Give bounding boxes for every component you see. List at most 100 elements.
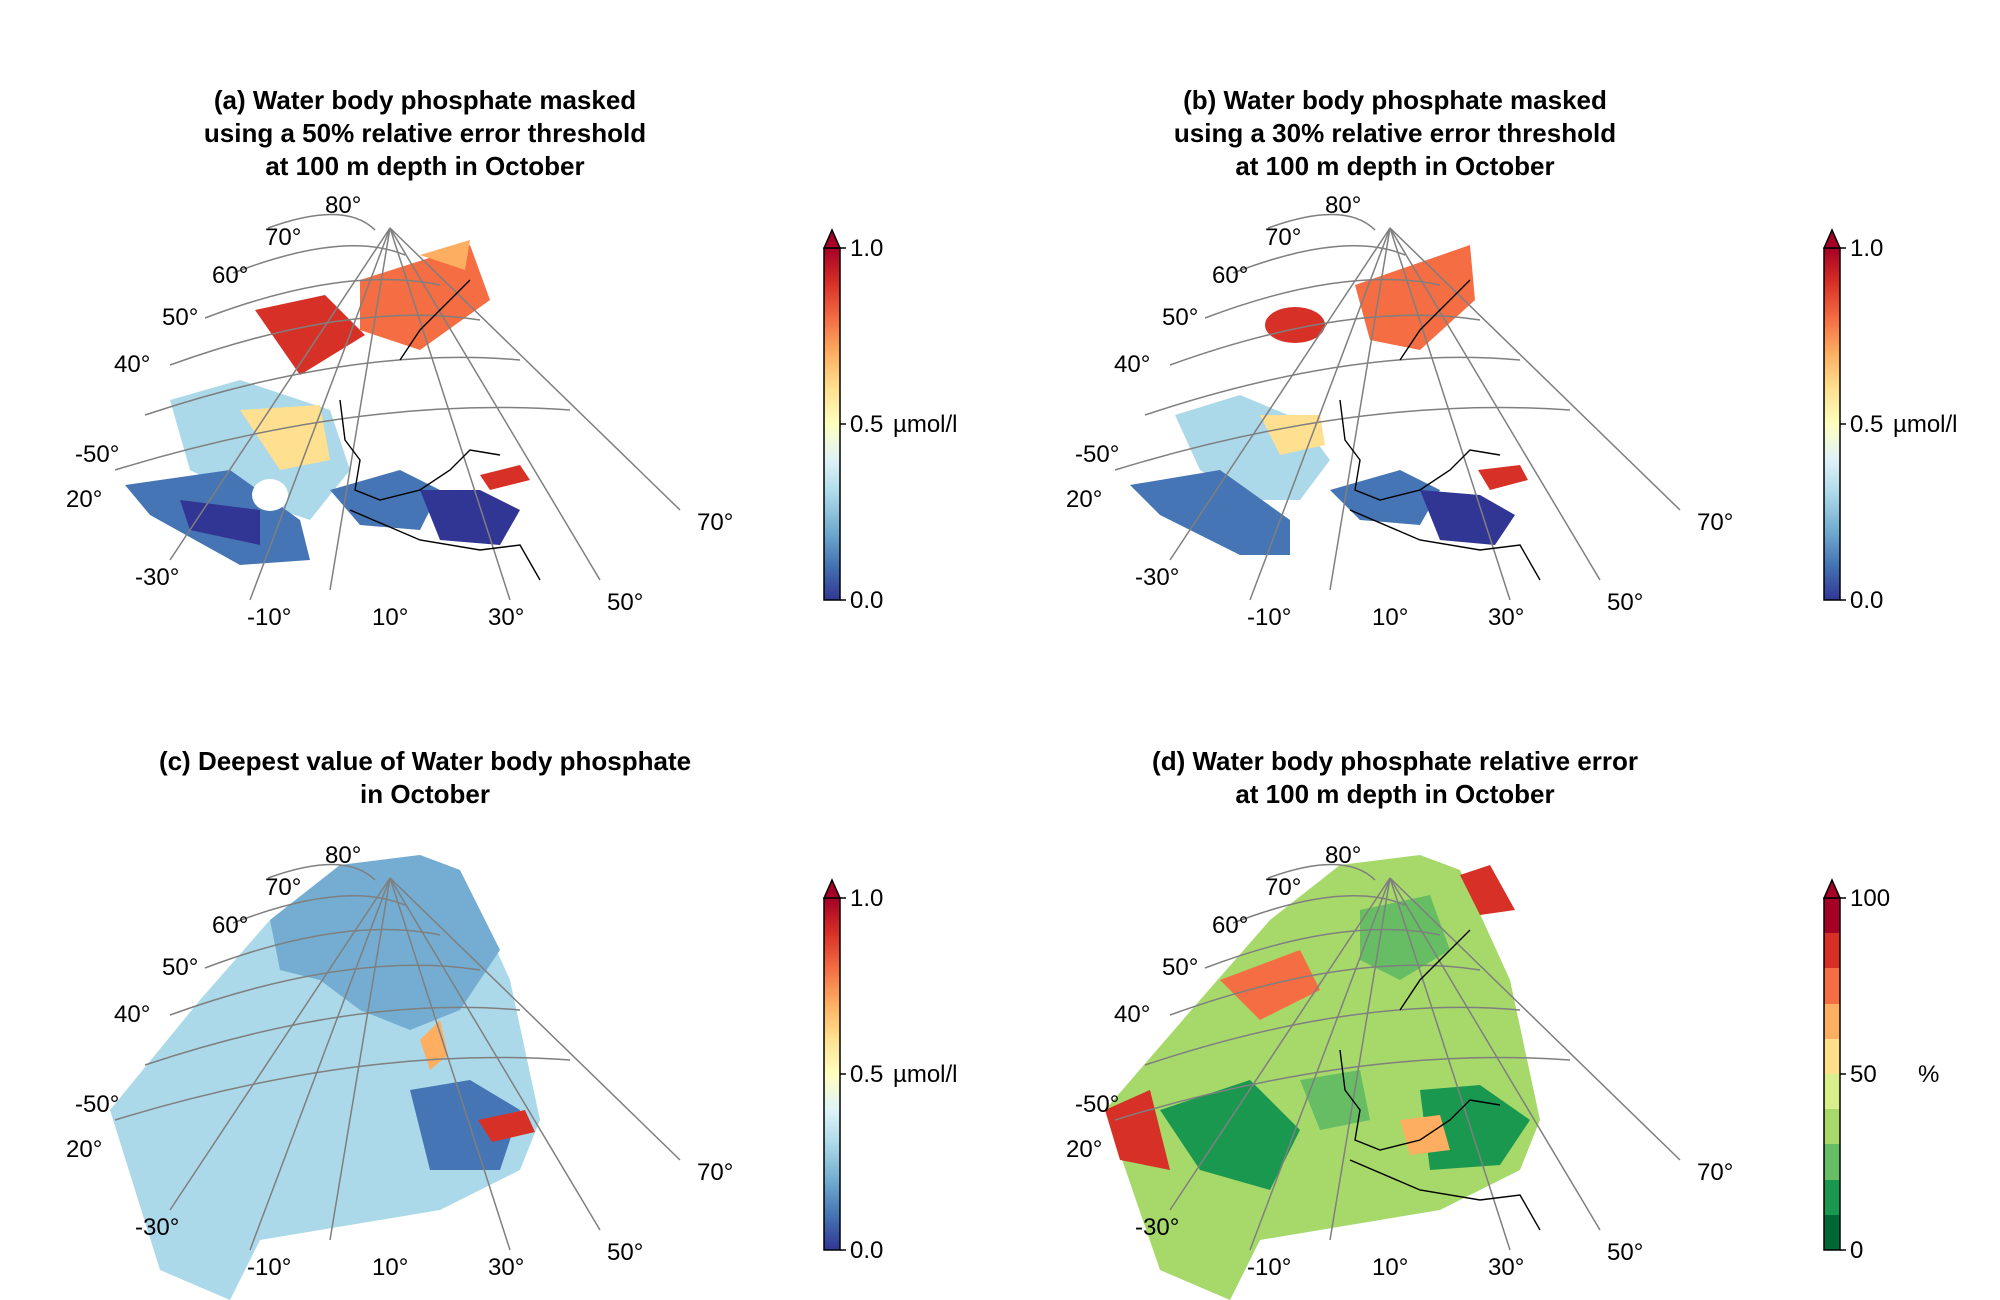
- graticule: [1114, 213, 1681, 601]
- lon-label: -50°: [75, 441, 119, 468]
- lon-label: -50°: [1075, 441, 1119, 468]
- lat-labels: 80° 70° 60° 50° 40° 20°: [1066, 192, 1361, 513]
- lon-label: 30°: [1488, 1254, 1524, 1281]
- title-line: (c) Deepest value of Water body phosphat…: [158, 746, 692, 776]
- lon-label: 30°: [1488, 604, 1524, 631]
- colorbar-bin: [1824, 933, 1840, 968]
- colorbar-bin: [1824, 1215, 1840, 1250]
- colorbar-mid-label: 0.5: [850, 1061, 883, 1088]
- colorbar-extend-arrow: [1822, 878, 1842, 899]
- lon-label: -30°: [135, 564, 179, 591]
- lat-label: 60°: [212, 912, 248, 939]
- panel-title: (d) Water body phosphate relative error …: [1070, 745, 1720, 811]
- lon-label: 10°: [372, 604, 408, 631]
- colorbar-bin: [1824, 1180, 1840, 1215]
- title-line: in October: [359, 779, 490, 809]
- lon-label: -10°: [1247, 1254, 1291, 1281]
- colorbar-mid-label: 0.5: [1850, 411, 1883, 438]
- colorbar-ramp: [823, 247, 841, 601]
- lat-label: 70°: [265, 874, 301, 901]
- title-line: (d) Water body phosphate relative error: [1152, 746, 1638, 776]
- map-figure: 80° 70° 60° 50° 40° 20° -50° -30° -10° 1…: [1066, 842, 1939, 1300]
- colorbar-unit: %: [1918, 1061, 1939, 1088]
- lon-label: 70°: [697, 509, 733, 536]
- graticule: [114, 213, 681, 601]
- colorbar-bin: [1824, 1004, 1840, 1039]
- colorbar-unit: µmol/l: [893, 411, 958, 438]
- lat-label: 50°: [1162, 304, 1198, 331]
- colorbar-unit: µmol/l: [1893, 411, 1958, 438]
- colorbar-min-label: 0.0: [850, 1237, 883, 1264]
- map-data-field: [125, 240, 530, 565]
- lon-label: 10°: [1372, 1254, 1408, 1281]
- lat-label: 60°: [212, 262, 248, 289]
- lon-label: 50°: [607, 589, 643, 616]
- title-line: at 100 m depth in October: [265, 151, 585, 181]
- lon-label: 70°: [1697, 509, 1733, 536]
- lat-label: 50°: [1162, 954, 1198, 981]
- colorbar: 100 50 0 %: [1822, 878, 1939, 1264]
- map-figure: 80° 70° 60° 50° 40° 20° -50° -30° -10° 1…: [1066, 192, 1958, 631]
- lat-label: 80°: [1325, 842, 1361, 869]
- colorbar-bin: [1824, 1039, 1840, 1074]
- title-line: using a 30% relative error threshold: [1173, 118, 1617, 148]
- coastlines: [1339, 279, 1541, 581]
- colorbar-max-label: 1.0: [1850, 235, 1883, 262]
- lat-label: 20°: [66, 1136, 102, 1163]
- colorbar-max-label: 1.0: [850, 885, 883, 912]
- colorbar-mid-label: 50: [1850, 1061, 1877, 1088]
- lat-label: 70°: [1265, 224, 1301, 251]
- colorbar-extend-arrow: [822, 228, 842, 249]
- colorbar-extend-arrow: [822, 878, 842, 899]
- lat-label: 70°: [265, 224, 301, 251]
- lon-label: 10°: [1372, 604, 1408, 631]
- lat-label: 70°: [1265, 874, 1301, 901]
- lat-label: 20°: [1066, 486, 1102, 513]
- colorbar-ramp: [823, 897, 841, 1251]
- coastlines: [1339, 929, 1541, 1231]
- lat-label: 80°: [325, 842, 361, 869]
- colorbar-min-label: 0.0: [850, 587, 883, 614]
- colorbar-mid-label: 0.5: [850, 411, 883, 438]
- lon-labels: -50° -30° -10° 10° 30° 50° 70°: [75, 441, 733, 631]
- map-figure: 80° 70° 60° 50° 40° 20° -50° -30° -10° 1…: [66, 842, 958, 1300]
- lon-label: 70°: [697, 1159, 733, 1186]
- lat-label: 20°: [1066, 1136, 1102, 1163]
- lat-label: 80°: [1325, 192, 1361, 219]
- lon-label: 50°: [607, 1239, 643, 1266]
- lon-label: -30°: [1135, 564, 1179, 591]
- colorbar-max-label: 1.0: [850, 235, 883, 262]
- lat-label: 20°: [66, 486, 102, 513]
- lat-label: 40°: [1114, 1001, 1150, 1028]
- colorbar-min-label: 0.0: [1850, 587, 1883, 614]
- panel-d: (d) Water body phosphate relative error …: [1000, 650, 2000, 1300]
- lon-label: -10°: [1247, 604, 1291, 631]
- map-figure: 80° 70° 60° 50° 40° 20° -50° -30° -10° 1…: [66, 192, 958, 631]
- panel-title: (a) Water body phosphate masked using a …: [100, 84, 750, 183]
- lon-label: -10°: [247, 604, 291, 631]
- lon-labels: -50° -30° -10° 10° 30° 50° 70°: [1075, 441, 1733, 631]
- lon-label: 50°: [1607, 589, 1643, 616]
- title-line: using a 50% relative error threshold: [203, 118, 647, 148]
- lat-label: 40°: [114, 351, 150, 378]
- lon-label: 50°: [1607, 1239, 1643, 1266]
- panel-b: (b) Water body phosphate masked using a …: [1000, 0, 2000, 650]
- colorbar-ramp: [1823, 247, 1841, 601]
- colorbar-bin: [1824, 1074, 1840, 1109]
- lon-label: 70°: [1697, 1159, 1733, 1186]
- title-line: at 100 m depth in October: [1235, 779, 1555, 809]
- colorbar: 1.0 0.5 0.0 µmol/l: [822, 878, 958, 1264]
- title-line: at 100 m depth in October: [1235, 151, 1555, 181]
- lat-label: 50°: [162, 954, 198, 981]
- lon-label: 30°: [488, 1254, 524, 1281]
- colorbar-unit: µmol/l: [893, 1061, 958, 1088]
- lat-labels: 80° 70° 60° 50° 40° 20°: [66, 842, 361, 1163]
- title-line: (b) Water body phosphate masked: [1183, 85, 1607, 115]
- lat-label: 80°: [325, 192, 361, 219]
- colorbar-extend-arrow: [1822, 228, 1842, 249]
- panel-c: (c) Deepest value of Water body phosphat…: [0, 650, 1000, 1300]
- graticule: [1114, 863, 1681, 1251]
- colorbar: 1.0 0.5 0.0 µmol/l: [1822, 228, 1958, 614]
- panel-title: (c) Deepest value of Water body phosphat…: [100, 745, 750, 811]
- panel-title: (b) Water body phosphate masked using a …: [1070, 84, 1720, 183]
